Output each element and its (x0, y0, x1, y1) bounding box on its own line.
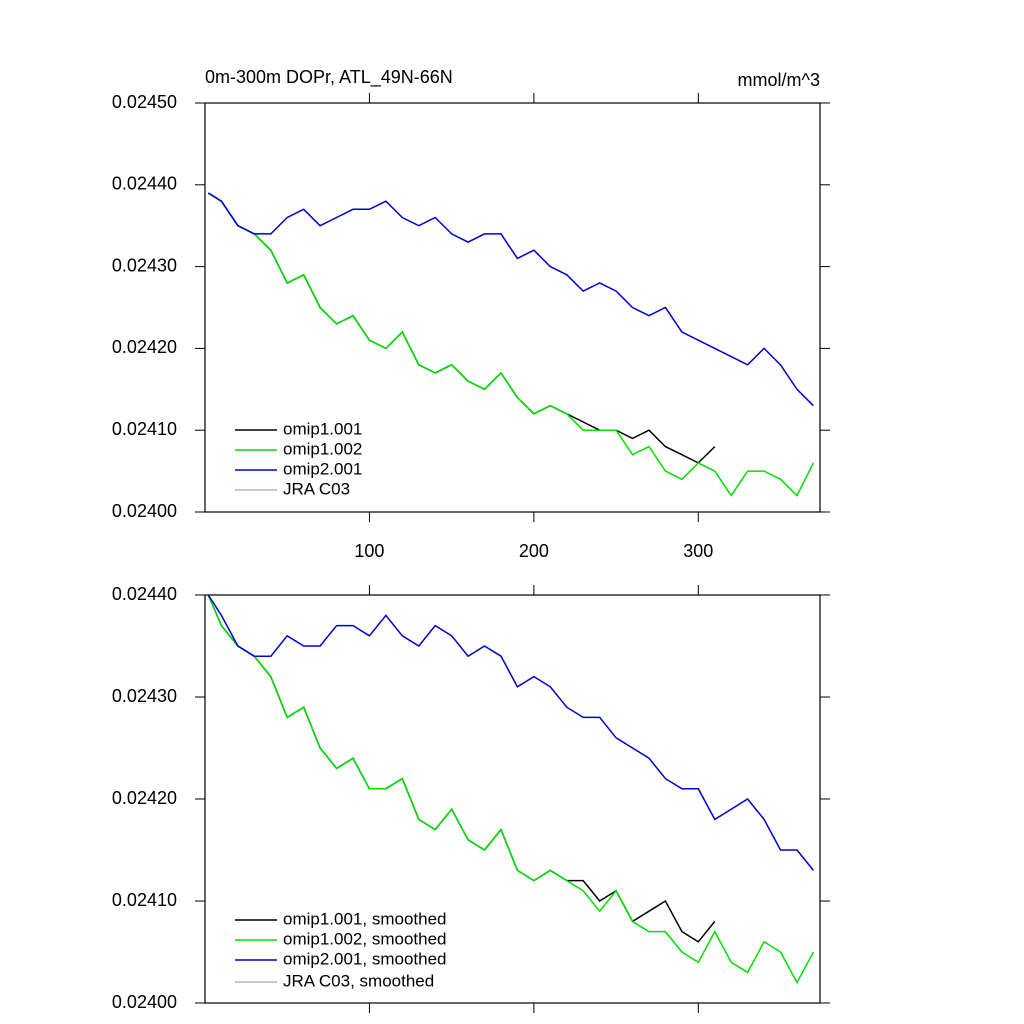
y-tick-label: 0.02450 (112, 92, 177, 112)
legend-label: omip1.002 (283, 439, 362, 458)
legend-label: omip1.002, smoothed (283, 929, 447, 948)
legend-label: omip2.001, smoothed (283, 949, 447, 968)
y-tick-label: 0.02400 (112, 992, 177, 1012)
y-tick-label: 0.02440 (112, 584, 177, 604)
series-line (207, 594, 815, 985)
x-tick-label: 300 (683, 541, 713, 561)
legend-label: omip2.001 (283, 459, 362, 478)
y-tick-label: 0.02400 (112, 501, 177, 521)
legend-label: JRA C03 (283, 479, 350, 498)
series-line (207, 192, 814, 407)
y-tick-label: 0.02430 (112, 255, 177, 275)
x-tick-label: 100 (354, 541, 384, 561)
y-tick-label: 0.02420 (112, 788, 177, 808)
y-tick-label: 0.02420 (112, 337, 177, 357)
legend-label: omip1.001, smoothed (283, 909, 447, 928)
series-line (207, 192, 815, 497)
y-tick-label: 0.02440 (112, 174, 177, 194)
legend-label: omip1.001 (283, 419, 362, 438)
y-tick-label: 0.02410 (112, 890, 177, 910)
plot-frame (204, 102, 821, 513)
units-label: mmol/m^3 (738, 70, 820, 90)
chart-title: 0m-300m DOPr, ATL_49N-66N (205, 67, 453, 88)
legend-label: JRA C03, smoothed (283, 971, 434, 990)
series-line (207, 594, 814, 871)
y-tick-label: 0.02410 (112, 419, 177, 439)
x-tick-label: 200 (519, 541, 549, 561)
y-tick-label: 0.02430 (112, 686, 177, 706)
